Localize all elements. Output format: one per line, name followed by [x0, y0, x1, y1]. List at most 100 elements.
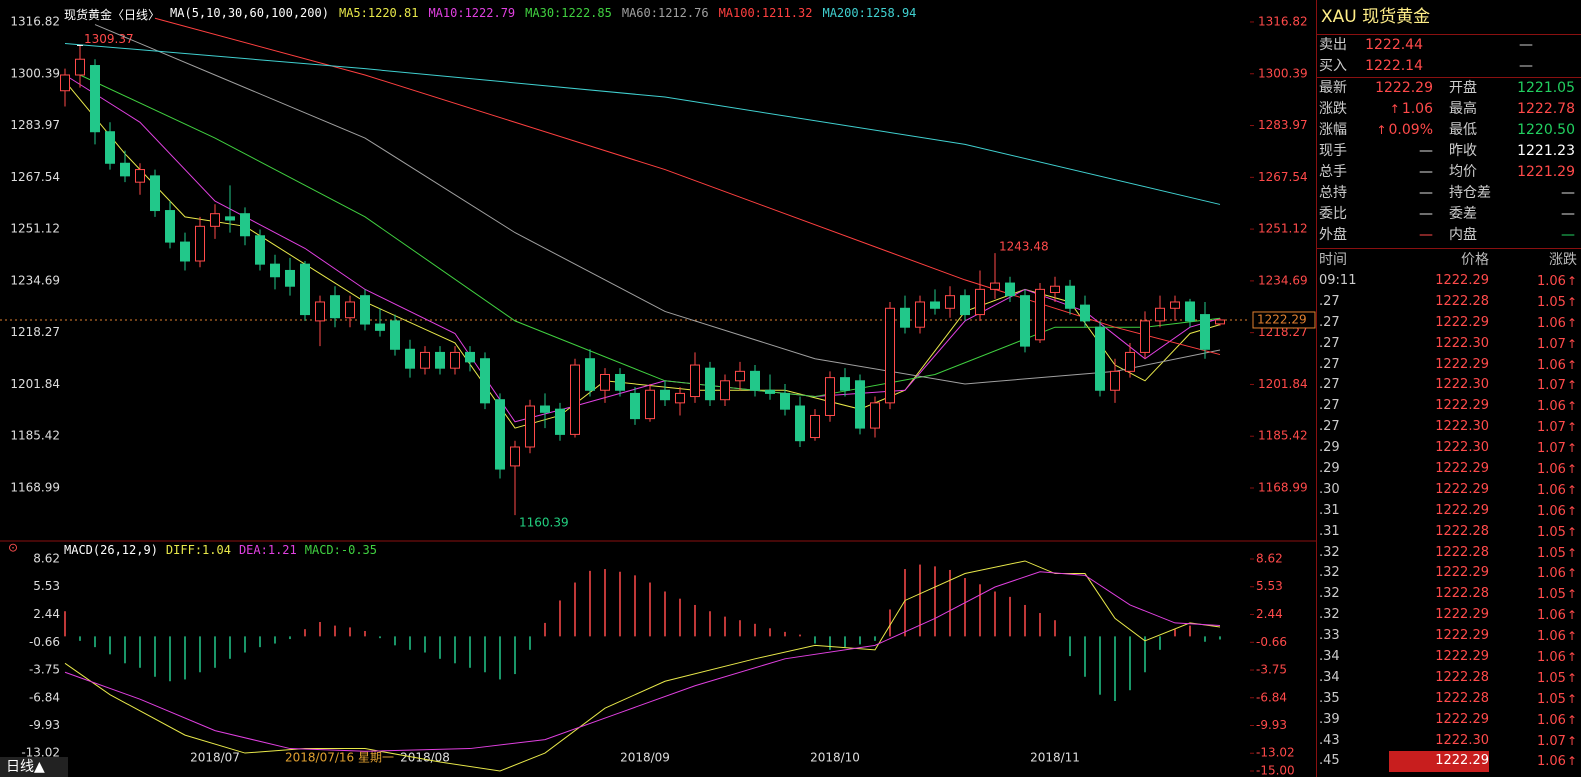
tick-change-cell: 1.07	[1489, 731, 1577, 752]
tick-change-cell: 1.06	[1489, 480, 1577, 501]
tick-change-cell: 1.07	[1489, 334, 1577, 355]
dea-label: DEA:1.21	[238, 543, 297, 557]
tick-row: .33 1222.29 1.06	[1317, 626, 1581, 647]
candle-body	[1110, 370, 1120, 391]
quote-label: 卖出	[1319, 37, 1347, 53]
candle-body	[435, 351, 445, 369]
tick-change: 1.06	[1537, 358, 1577, 373]
tick-row: .34 1222.29 1.06	[1317, 647, 1581, 668]
tick-row: .39 1222.29 1.06	[1317, 710, 1581, 731]
candle-body	[540, 405, 550, 413]
tick-change-cell: 1.06	[1489, 271, 1577, 292]
tick-change: 1.05	[1537, 525, 1577, 540]
quote-row: 总持 — 持仓差 —	[1317, 183, 1581, 204]
tick-change-cell: 1.05	[1489, 543, 1577, 564]
y-tick-label: 1168.99	[10, 481, 60, 495]
tick-row: .32 1222.29 1.06	[1317, 605, 1581, 626]
y-tick-label: 1234.69	[10, 273, 60, 287]
macd-header: MACD(26,12,9) DIFF:1.04 DEA:1.21 MACD:-0…	[64, 543, 377, 557]
period-button[interactable]: 日线▲	[0, 757, 68, 777]
tick-price: 1222.30	[1435, 377, 1489, 393]
ma-label: MA30:1222.85	[525, 6, 612, 20]
y-tick-label: 1283.97	[1258, 118, 1308, 132]
tick-change: 1.07	[1537, 420, 1577, 435]
tick-time: .30	[1319, 481, 1340, 497]
low-label: 1160.39	[519, 516, 569, 530]
tick-row: .27 1222.29 1.06	[1317, 396, 1581, 417]
ma-line	[64, 42, 1221, 205]
tick-row: 09:11 1222.29 1.06	[1317, 271, 1581, 292]
candle-body	[825, 377, 835, 416]
candle-body	[480, 358, 490, 404]
y-tick-label: 2.44	[33, 607, 60, 621]
candle-body	[720, 380, 730, 401]
candle-body	[675, 392, 685, 404]
candle-body	[210, 213, 220, 227]
quote-label: 现手	[1319, 143, 1347, 159]
y-tick-label: 1251.12	[10, 222, 60, 236]
y-tick-label: 5.53	[1256, 579, 1283, 593]
candle-body	[270, 263, 280, 278]
tick-row: .29 1222.29 1.06	[1317, 459, 1581, 480]
tick-time: .34	[1319, 669, 1340, 685]
quote-label: 均价	[1449, 164, 1477, 180]
tick-time: .32	[1319, 544, 1340, 560]
candle-body	[810, 414, 820, 439]
candle-body	[585, 358, 595, 391]
quote-value: 1.06	[1353, 99, 1433, 120]
tick-time: .27	[1319, 419, 1340, 435]
y-tick-label: -13.02	[21, 746, 60, 760]
y-tick-label: 2.44	[1256, 607, 1283, 621]
y-tick-label: 1234.69	[1258, 273, 1308, 287]
quote-row: 委比 — 委差 —	[1317, 204, 1581, 225]
candle-body	[915, 301, 925, 328]
candle-body	[315, 301, 325, 322]
quote-label: 委比	[1319, 206, 1347, 222]
tick-change: 1.05	[1537, 587, 1577, 602]
candle-body	[1185, 301, 1195, 322]
candle-body	[1035, 288, 1045, 341]
candle-body	[135, 169, 145, 183]
candle-body	[405, 348, 415, 369]
quote-value: —	[1419, 164, 1433, 180]
dea-line	[64, 571, 1221, 752]
candle-body	[570, 364, 580, 435]
candle-body	[225, 216, 235, 221]
y-tick-label: 1168.99	[1258, 481, 1308, 495]
tick-change: 1.06	[1537, 650, 1577, 665]
candle-body	[900, 307, 910, 328]
candle-body	[180, 241, 190, 262]
y-tick-label: 1185.42	[10, 429, 60, 443]
y-tick-label: 1201.84	[1258, 377, 1308, 391]
quote-label: 外盘	[1319, 227, 1347, 243]
tick-price: 1222.29	[1435, 565, 1489, 581]
candle-body	[600, 373, 610, 391]
candle-body	[1080, 304, 1090, 322]
tick-time: .31	[1319, 523, 1340, 539]
tick-change-cell: 1.06	[1489, 355, 1577, 376]
x-tick-label: 2018/09	[620, 751, 670, 765]
table-header: 时间 价格 涨跌	[1317, 249, 1581, 271]
tick-time: .27	[1319, 314, 1340, 330]
quote-extra: —	[1519, 37, 1533, 53]
quote-label: 昨收	[1449, 143, 1477, 159]
candle-body	[750, 370, 760, 391]
last-price-label: 1222.29	[1257, 312, 1307, 326]
column-header: 时间	[1319, 252, 1347, 268]
diff-label: DIFF:1.04	[165, 543, 231, 557]
tick-price: 1222.29	[1435, 607, 1489, 623]
tick-row: .30 1222.29 1.06	[1317, 480, 1581, 501]
tick-price: 1222.29	[1435, 481, 1489, 497]
y-tick-label: 1218.27	[10, 325, 60, 339]
high-label: 1243.48	[999, 240, 1049, 254]
y-tick-label: 1316.82	[1258, 14, 1308, 28]
tick-time: .33	[1319, 628, 1340, 644]
macd-title: MACD(26,12,9)	[64, 543, 158, 557]
x-tick-label: 2018/11	[1030, 751, 1080, 765]
quote-row: 总手 — 均价 1221.29	[1317, 162, 1581, 183]
tick-price: 1222.29	[1435, 398, 1489, 414]
candle-body	[60, 74, 70, 92]
candle-body	[645, 389, 655, 420]
quote-label: 开盘	[1449, 80, 1477, 96]
y-tick-label: -3.75	[1256, 663, 1287, 677]
